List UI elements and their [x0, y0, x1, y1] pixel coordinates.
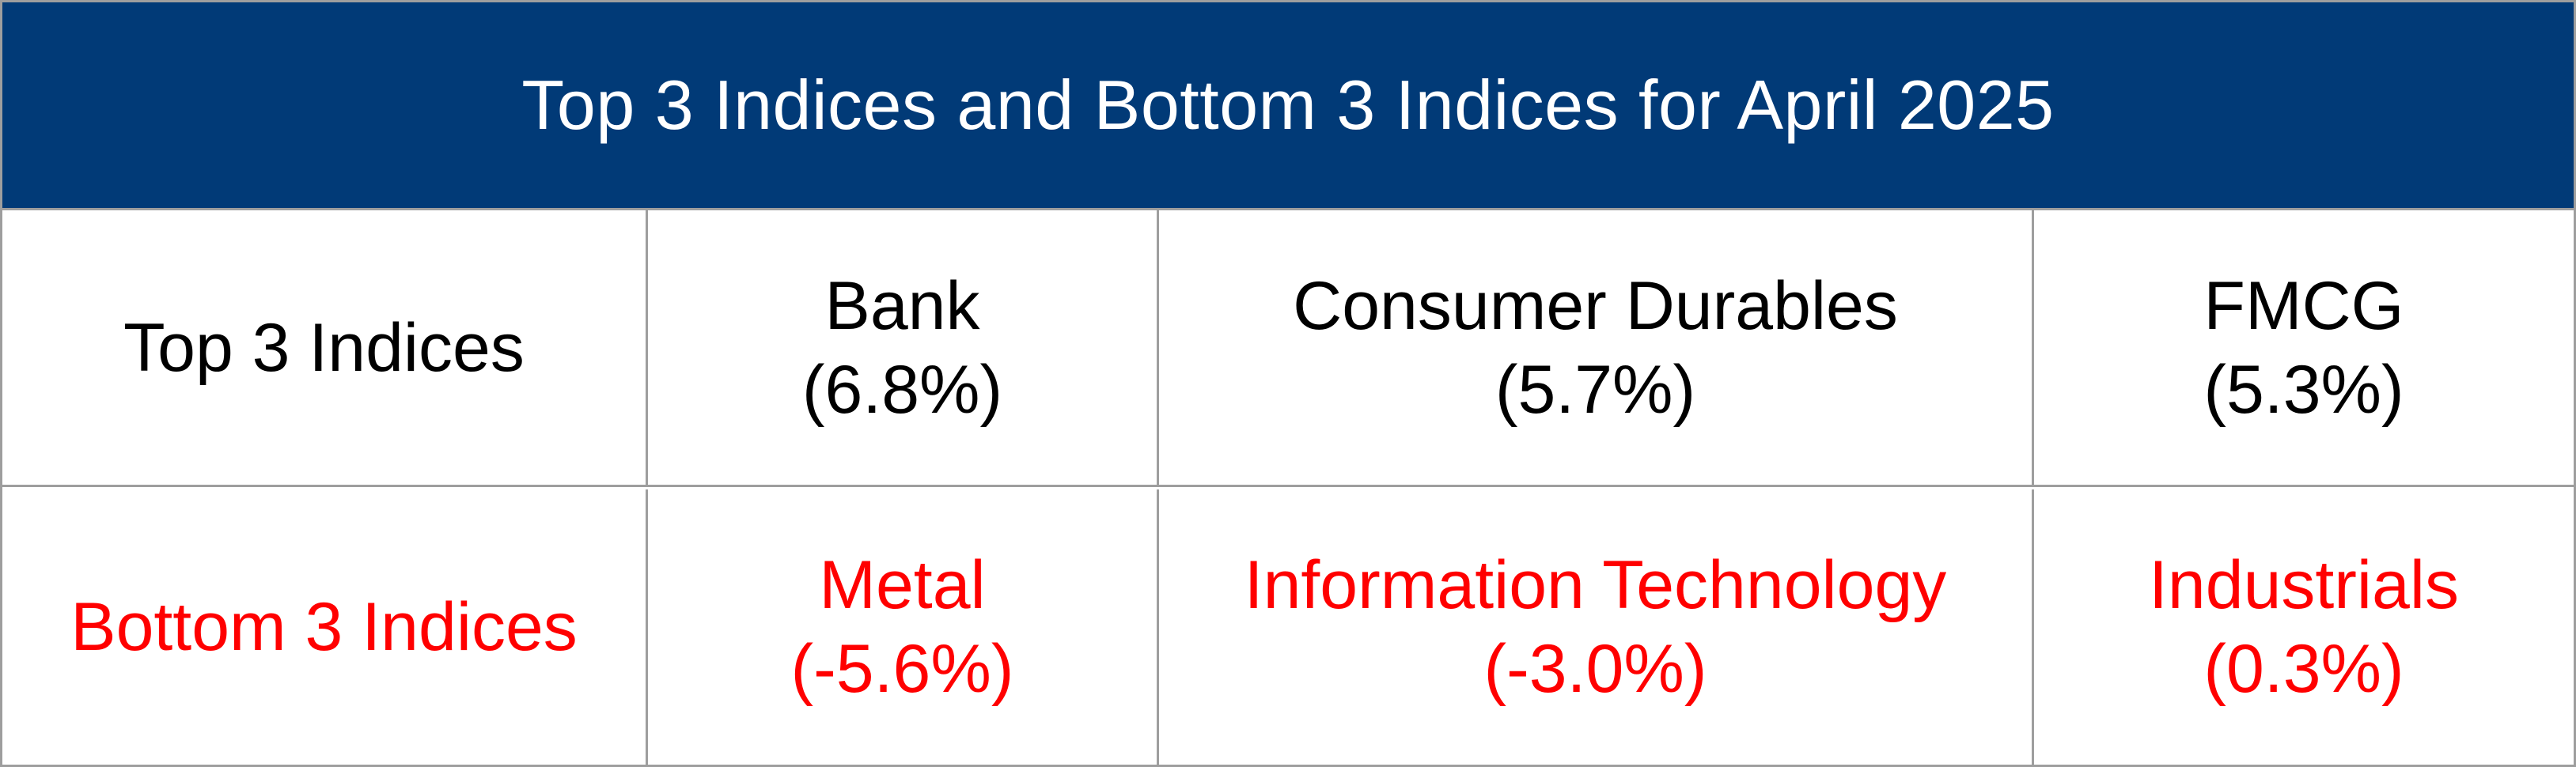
top-indices-row: Top 3 Indices Bank (6.8%) Consumer Durab…	[2, 210, 2574, 487]
bottom-indices-row: Bottom 3 Indices Metal (-5.6%) Informati…	[2, 489, 2574, 765]
index-name: Metal	[819, 547, 986, 623]
table-header: Top 3 Indices and Bottom 3 Indices for A…	[2, 2, 2574, 210]
index-name: Consumer Durables	[1293, 267, 1898, 344]
index-change: (-3.0%)	[1483, 631, 1707, 707]
index-name: Industrials	[2149, 547, 2459, 623]
table-title: Top 3 Indices and Bottom 3 Indices for A…	[521, 66, 2055, 144]
top-row-label-cell: Top 3 Indices	[2, 210, 648, 485]
bottom-index-cell-3: Industrials (0.3%)	[2034, 489, 2574, 765]
bottom-row-label: Bottom 3 Indices	[70, 589, 578, 665]
index-name: Information Technology	[1244, 547, 1947, 623]
index-change: (5.3%)	[2203, 351, 2404, 428]
top-index-cell-3: FMCG (5.3%)	[2034, 210, 2574, 485]
top-index-cell-2: Consumer Durables (5.7%)	[1159, 210, 2034, 485]
top-index-cell-1: Bank (6.8%)	[648, 210, 1159, 485]
index-name: FMCG	[2203, 267, 2404, 344]
index-change: (-5.6%)	[790, 631, 1014, 707]
index-name: Bank	[824, 267, 980, 344]
index-change: (6.8%)	[801, 351, 1003, 428]
bottom-index-cell-1: Metal (-5.6%)	[648, 489, 1159, 765]
index-change: (5.7%)	[1494, 351, 1696, 428]
index-change: (0.3%)	[2203, 631, 2404, 707]
top-row-label: Top 3 Indices	[123, 309, 525, 386]
bottom-row-label-cell: Bottom 3 Indices	[2, 489, 648, 765]
bottom-index-cell-2: Information Technology (-3.0%)	[1159, 489, 2034, 765]
